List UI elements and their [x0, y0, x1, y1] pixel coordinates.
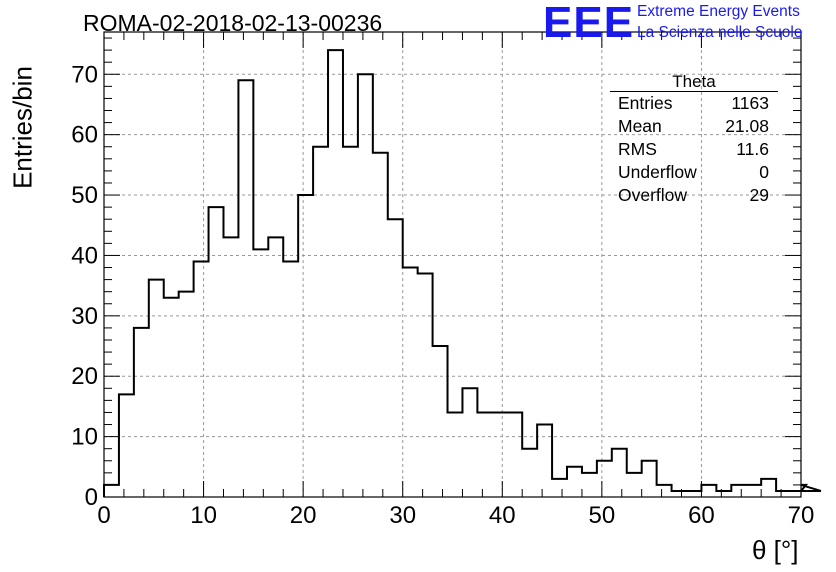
y-tick-label: 50 [71, 182, 98, 209]
stat-label-overflow: Overflow [618, 185, 688, 205]
x-axis-label: θ [°] [752, 535, 799, 565]
x-tick-label: 50 [589, 502, 616, 529]
x-tick-label: 30 [389, 502, 416, 529]
plot-frame [103, 31, 802, 498]
stats-title: Theta [672, 72, 716, 91]
x-tick-label: 60 [688, 502, 715, 529]
y-tick-label: 70 [71, 61, 98, 88]
grid-lines [104, 32, 801, 497]
stat-value-underflow: 0 [759, 162, 769, 182]
stat-label-underflow: Underflow [618, 162, 697, 182]
x-tick-label: 70 [788, 502, 815, 529]
stat-value-overflow: 29 [749, 185, 769, 205]
stat-value-mean: 21.08 [725, 116, 769, 136]
eee-logo: EEE [543, 0, 635, 47]
x-tick-label: 0 [97, 502, 110, 529]
y-tick-label: 0 [85, 484, 98, 511]
y-axis-label: Entries/bin [7, 66, 38, 189]
y-tick-label: 20 [71, 363, 98, 390]
stat-label-rms: RMS [618, 139, 657, 159]
plot-title: ROMA-02-2018-02-13-00236 [83, 10, 383, 36]
x-tick-label: 40 [489, 502, 516, 529]
logo-line-1: Extreme Energy Events [637, 3, 800, 20]
stats-divider [610, 91, 778, 92]
axis-tick-labels: 0 10 20 30 40 50 60 70 0 10 20 30 40 50 60 70 [71, 61, 814, 529]
x-tick-label: 10 [190, 502, 217, 529]
logo-line-2: La Scienza nelle Scuole [637, 24, 803, 41]
stat-value-entries: 1163 [731, 93, 769, 113]
y-tick-label: 40 [71, 242, 98, 269]
stat-label-entries: Entries [618, 93, 673, 113]
y-tick-label: 10 [71, 424, 98, 451]
stat-value-rms: 11.6 [736, 139, 769, 159]
y-tick-label: 60 [71, 122, 98, 149]
x-tick-label: 20 [290, 502, 317, 529]
stat-label-mean: Mean [618, 116, 662, 136]
y-tick-label: 30 [71, 303, 98, 330]
axis-ticks [103, 32, 802, 498]
